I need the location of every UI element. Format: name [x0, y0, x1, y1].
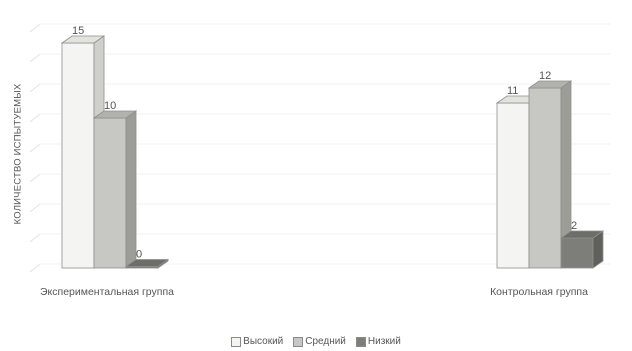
legend-swatch-high: [231, 336, 242, 347]
legend: Высокий Средний Низкий: [0, 336, 632, 347]
bar: [559, 230, 605, 269]
bar-top: [559, 230, 605, 239]
bar: [92, 110, 138, 269]
legend-label-low: Низкий: [367, 336, 401, 347]
legend-item-low: Низкий: [355, 336, 401, 347]
bar: [124, 258, 170, 269]
legend-item-high: Высокий: [231, 336, 283, 347]
gridline-wall: [29, 173, 41, 183]
data-label: 2: [571, 220, 577, 232]
data-labels: 15 10 0 11 12 2: [72, 25, 577, 261]
gridline-wall: [29, 263, 41, 273]
bar-front: [560, 237, 594, 269]
data-label: 11: [507, 85, 518, 97]
data-label: 12: [539, 70, 551, 82]
gridline-wall: [29, 23, 41, 33]
gridline-wall: [29, 53, 41, 63]
bar-front: [93, 117, 127, 269]
bar: [527, 80, 573, 269]
bar-side: [125, 110, 137, 269]
category-label-control: Контрольная группа: [490, 286, 588, 298]
category-label-experimental: Экспериментальная группа: [40, 286, 174, 298]
gridline-wall: [29, 143, 41, 153]
bar-top: [60, 35, 106, 44]
bar-front: [61, 42, 95, 269]
legend-swatch-medium: [293, 336, 304, 347]
gridline-wall: [29, 233, 41, 243]
data-label: 15: [72, 25, 84, 37]
data-label: 0: [136, 249, 142, 261]
legend-label-medium: Средний: [305, 336, 346, 347]
legend-swatch-low: [355, 336, 366, 347]
bar-top: [527, 80, 573, 89]
legend-label-high: Высокий: [243, 336, 284, 347]
gridline-wall: [29, 83, 41, 93]
gridline-wall: [29, 113, 41, 123]
bar-front: [528, 87, 562, 269]
y-axis-label: КОЛИЧЕСТВО ИСПЫТУЕМЫХ: [12, 83, 24, 225]
bar-front: [496, 102, 530, 269]
bars: [60, 35, 605, 269]
data-label: 10: [104, 100, 116, 112]
gridline-wall: [29, 203, 41, 213]
bar-top: [92, 110, 138, 119]
legend-item-medium: Средний: [293, 336, 346, 347]
bar-top: [124, 259, 170, 267]
